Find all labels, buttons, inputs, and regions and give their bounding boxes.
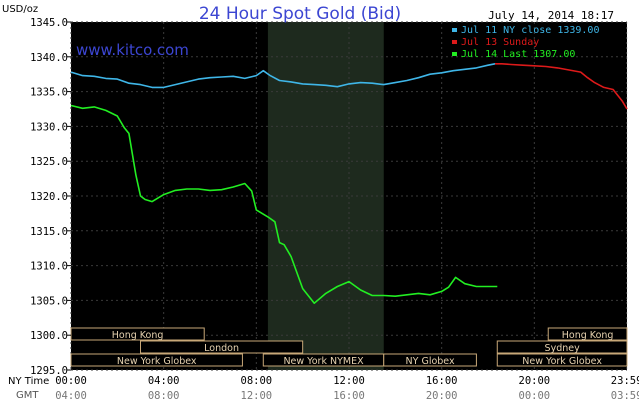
x-tick-label: 23:59 xyxy=(611,375,639,387)
gmt-tick-label: 04:00 xyxy=(55,390,87,402)
session-label: New York Globex xyxy=(522,356,602,367)
session-bar xyxy=(547,327,628,341)
legend-label: Jul 14 Last 1307.00 xyxy=(461,49,575,60)
y-tick-label: 1340.0 xyxy=(30,52,68,64)
y-tick-label: 1295.0 xyxy=(30,365,68,377)
series-layer xyxy=(70,62,628,305)
x-tick-label: 04:00 xyxy=(148,375,180,387)
ny-time-label: NY Time xyxy=(8,376,49,387)
x-tick-label: 16:00 xyxy=(426,375,458,387)
gmt-tick-label: 03:59 xyxy=(611,390,639,402)
gmt-tick-label: 12:00 xyxy=(241,390,273,402)
session-bar xyxy=(70,327,205,341)
session-bar xyxy=(383,353,477,367)
y-tick-label: 1305.0 xyxy=(30,295,68,307)
y-tick-label: 1315.0 xyxy=(30,226,68,238)
x-axis-ticks: 00:00 04:00 04:00 08:00 08:00 12:00 12:00 16:00… xyxy=(55,375,639,402)
legend-marker xyxy=(452,52,457,56)
series-line xyxy=(70,104,498,305)
session-label: Hong Kong xyxy=(112,330,164,341)
watermark-kitco: www.kitco.com xyxy=(76,41,189,59)
legend-marker xyxy=(452,28,457,32)
gmt-tick-label: 16:00 xyxy=(333,390,365,402)
session-bar xyxy=(496,340,628,354)
session-bar xyxy=(496,353,628,367)
series-line xyxy=(495,62,628,110)
legend-label: Jul 11 NY close 1339.00 xyxy=(461,25,599,36)
session-label: Hong Kong xyxy=(562,330,614,341)
x-tick-label: 20:00 xyxy=(519,375,551,387)
y-tick-label: 1330.0 xyxy=(30,121,68,133)
session-label: New York Globex xyxy=(117,356,197,367)
y-axis-label: USD/oz xyxy=(2,4,38,15)
x-tick-label: 08:00 xyxy=(241,375,273,387)
y-tick-label: 1300.0 xyxy=(30,330,68,342)
legend-label: Jul 13 Sunday xyxy=(461,37,539,48)
gmt-tick-label: 08:00 xyxy=(148,390,180,402)
y-tick-label: 1310.0 xyxy=(30,261,68,273)
session-bar xyxy=(140,340,304,354)
y-axis-ticks: 1295.0 1300.0 1305.0 1310.0 1315.0 1320.0 1325… xyxy=(30,17,71,377)
timestamp: July 14, 2014 18:17 xyxy=(488,9,614,22)
gmt-tick-label: 00:00 xyxy=(519,390,551,402)
session-bar xyxy=(70,353,243,367)
x-tick-label: 00:00 xyxy=(55,375,87,387)
session-label: New York NYMEX xyxy=(283,356,364,367)
y-tick-label: 1335.0 xyxy=(30,87,68,99)
legend-marker xyxy=(452,40,457,44)
gmt-label: GMT xyxy=(16,390,39,401)
session-label: NY Globex xyxy=(406,356,455,367)
session-label: Sydney xyxy=(545,343,581,354)
gridlines xyxy=(70,21,628,371)
y-tick-label: 1320.0 xyxy=(30,191,68,203)
session-label: London xyxy=(204,343,239,354)
y-tick-label: 1325.0 xyxy=(30,156,68,168)
gmt-tick-label: 20:00 xyxy=(426,390,458,402)
series-line xyxy=(70,63,496,89)
y-tick-label: 1345.0 xyxy=(30,17,68,29)
chart-title: 24 Hour Spot Gold (Bid) xyxy=(199,4,401,24)
x-tick-label: 12:00 xyxy=(333,375,365,387)
market-sessions: Hong Kong Hong Kong London Sydney New York G… xyxy=(70,327,628,367)
